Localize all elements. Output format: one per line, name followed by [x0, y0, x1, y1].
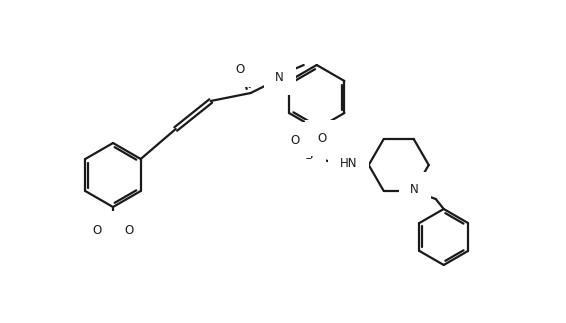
- Text: O: O: [125, 224, 134, 237]
- Text: O: O: [92, 224, 102, 237]
- Text: O: O: [235, 62, 245, 76]
- Text: HN: HN: [340, 157, 357, 170]
- Text: N: N: [410, 183, 419, 196]
- Text: S: S: [109, 224, 117, 237]
- Text: S: S: [305, 149, 313, 162]
- Text: N: N: [275, 70, 284, 84]
- Text: O: O: [317, 131, 327, 144]
- Text: O: O: [290, 133, 299, 147]
